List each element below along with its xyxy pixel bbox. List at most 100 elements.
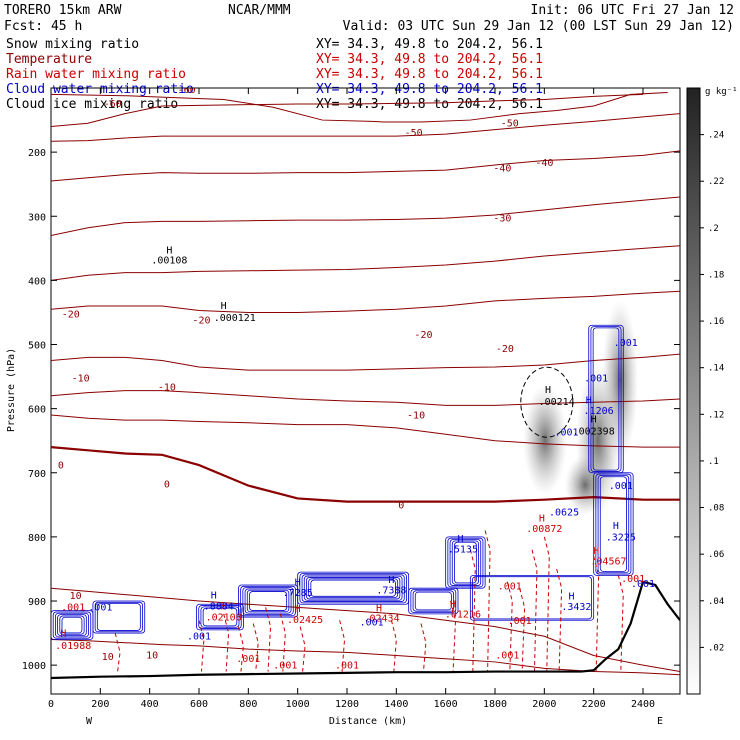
colorbar-tick-label: .24 xyxy=(708,131,724,141)
colorbar xyxy=(686,87,701,695)
isotherm-line xyxy=(51,150,680,182)
field-extremum-label: .00108 xyxy=(151,256,187,267)
y-tick-label: 700 xyxy=(28,469,46,480)
isotherm-label: -40 xyxy=(493,163,511,174)
isotherm-line xyxy=(51,290,680,313)
colorbar-tick-label: .22 xyxy=(708,177,724,187)
x-tick-label: 1000 xyxy=(286,699,310,710)
isotherm-label: 10 xyxy=(70,591,82,602)
field-extremum-label: H xyxy=(166,245,172,256)
field-extremum-label: .5135 xyxy=(448,544,478,555)
field-extremum-label: .00214 xyxy=(539,397,575,408)
colorbar-tick-label: .1 xyxy=(708,457,719,467)
field-extremum-label: .001 xyxy=(495,651,519,662)
isotherm-label: 0 xyxy=(164,480,170,491)
field-extremum-label: .001 xyxy=(187,631,211,642)
cloud-water-contour xyxy=(59,615,85,635)
field-extremum-label: .001 xyxy=(61,603,85,614)
cloud-water-contour xyxy=(96,603,141,631)
shaded-cloud-ice xyxy=(565,455,605,515)
colorbar-tick-label: .18 xyxy=(708,270,724,280)
field-name: Snow mixing ratio xyxy=(6,37,139,52)
field-extremum-label: .1206 xyxy=(584,406,614,417)
field-extremum-label: H xyxy=(586,396,592,407)
field-extremum-label: H xyxy=(613,521,619,532)
isotherm-label: -20 xyxy=(496,344,514,355)
y-tick-label: 500 xyxy=(28,341,46,352)
field-extremum-label: .001 xyxy=(631,579,655,590)
cloud-water-contour xyxy=(599,476,627,572)
field-extremum-label: .002398 xyxy=(573,426,615,437)
isotherm-label: -10 xyxy=(72,374,90,385)
x-axis: 0 200 400 600 800 1000 1200 1400 1600 1800 2000 220… xyxy=(48,88,655,710)
rain-water-contour xyxy=(114,632,121,672)
field-extremum-label: .01988 xyxy=(55,641,91,652)
field-extremum-label: .001 xyxy=(88,603,112,614)
isotherm-line xyxy=(51,196,680,236)
shaded-cloud-ice xyxy=(523,385,567,495)
field-extremum-label: H xyxy=(539,513,545,524)
colorbar-tick-label: .16 xyxy=(708,317,724,327)
cloud-water-contour xyxy=(303,575,403,601)
field-extremum-label: .001 xyxy=(360,617,384,628)
field-xy-range: XY= 34.3, 49.8 to 204.2, 56.1 xyxy=(316,97,543,112)
isotherm-label: 0 xyxy=(58,460,64,471)
isotherm-line xyxy=(51,446,680,503)
rain-water-contour xyxy=(237,626,244,672)
cloud-water-contour xyxy=(593,472,634,576)
field-extremum-label: H xyxy=(376,603,382,614)
field-xy-range: XY= 34.3, 49.8 to 204.2, 56.1 xyxy=(316,82,543,97)
rain-water-contour xyxy=(506,581,513,672)
rain-water-contour xyxy=(531,549,538,672)
cloud-water-contour xyxy=(310,579,396,597)
colorbar-tick-label: .02 xyxy=(708,643,724,653)
isotherm-line xyxy=(51,390,680,406)
field-extremum-label: .001 xyxy=(498,581,522,592)
x-tick-label: 2000 xyxy=(532,699,556,710)
y-tick-label: 600 xyxy=(28,405,46,416)
cloud-water-contour xyxy=(55,612,89,638)
field-extremum-label: H xyxy=(388,575,394,586)
y-tick-label: 800 xyxy=(28,533,46,544)
colorbar-unit: g kg⁻¹ xyxy=(705,87,738,97)
cloud-water-contour xyxy=(202,607,238,627)
isotherm-line xyxy=(51,93,644,127)
field-extremum-label: .04567 xyxy=(590,556,626,567)
field-extremum-label: H xyxy=(221,601,227,612)
isotherm-label: -20 xyxy=(192,315,210,326)
rain-water-contour xyxy=(265,607,272,672)
isotherm-label: -60 xyxy=(104,99,122,110)
isotherm-line xyxy=(51,245,680,281)
field-extremum-label: .02434 xyxy=(363,614,399,625)
x-axis-label: Distance (km) xyxy=(329,716,407,727)
x-tick-label: 2400 xyxy=(631,699,655,710)
isotherm-label: -60 xyxy=(178,85,196,96)
isotherm-label: -40 xyxy=(535,158,553,169)
field-extremum-label: .001 xyxy=(609,481,633,492)
field-extremum-label: H xyxy=(568,592,574,603)
cloud-water-contour xyxy=(92,600,146,634)
y-tick-label: 200 xyxy=(28,148,46,159)
cloud-water-contour xyxy=(249,591,288,611)
field-extremum-label: .8884 xyxy=(204,601,234,612)
colorbar-tick-label: .12 xyxy=(708,410,724,420)
rain-water-contour xyxy=(420,623,427,672)
east-end-label: E xyxy=(657,716,663,727)
field-extremum-label: .02108 xyxy=(206,612,242,623)
cloud-water-contour xyxy=(472,576,592,620)
field-extremum-label: .0625 xyxy=(549,508,579,519)
x-tick-label: 600 xyxy=(190,699,208,710)
cloud-water-contour xyxy=(454,541,477,584)
field-extremum-label: .001 xyxy=(621,574,645,585)
colorbar-tick-label: .06 xyxy=(708,550,724,560)
colorbar-ticks: .02 .04 .06 .08 .1 .12 .14 .16 .18 .2 .22 .24 xyxy=(700,131,724,653)
plot-area: -60 -60 -50 -50 -40 -40 -30 -20 -20 -20 -20 -10 -10 -… xyxy=(51,85,680,680)
isotherm-line xyxy=(51,587,680,673)
isotherm-label: -50 xyxy=(405,128,423,139)
field-extremum-label: .001 xyxy=(614,338,638,349)
field-extremum-label: .00872 xyxy=(526,524,562,535)
field-extremum-label: H xyxy=(457,534,463,545)
model-title: TORERO 15km ARW xyxy=(4,3,122,18)
x-tick-label: 400 xyxy=(141,699,159,710)
